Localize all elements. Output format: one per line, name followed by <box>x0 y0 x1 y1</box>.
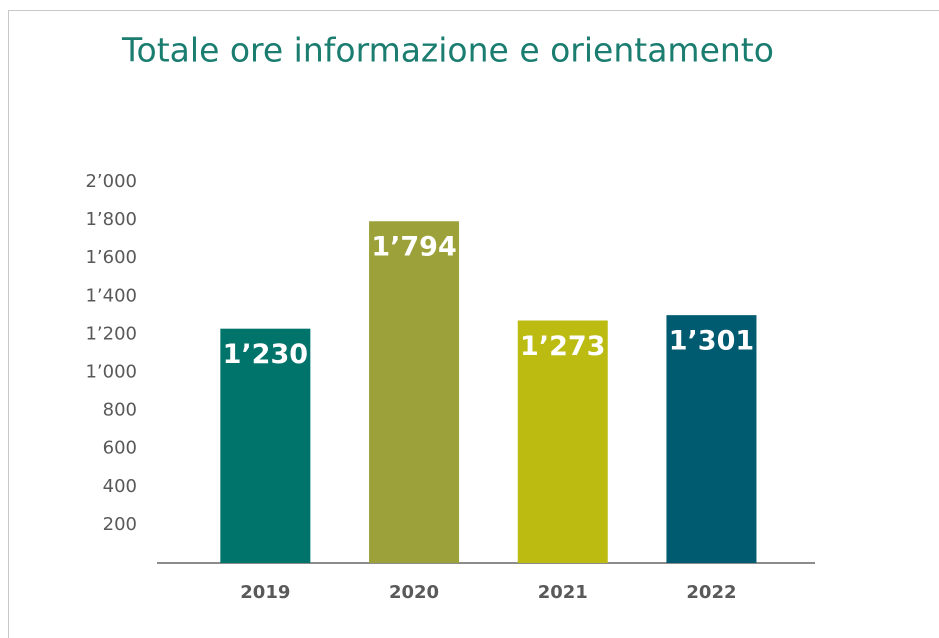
y-tick-label: 1’200 <box>85 323 137 344</box>
y-tick-label: 1’400 <box>85 285 137 306</box>
bar <box>517 320 608 563</box>
frame <box>8 10 939 638</box>
y-tick-label: 1’000 <box>85 362 137 383</box>
y-tick-label: 1’600 <box>85 247 137 268</box>
x-tick-label: 2021 <box>538 582 588 603</box>
y-tick-label: 1’800 <box>85 209 137 230</box>
bar <box>666 315 757 563</box>
x-tick-label: 2020 <box>389 582 439 603</box>
bar <box>220 328 311 563</box>
bar <box>369 221 460 564</box>
bar-value-label: 1’273 <box>520 331 605 362</box>
y-tick-label: 800 <box>103 400 137 421</box>
bar-value-label: 1’794 <box>371 232 456 263</box>
chart-title: Totale ore informazione e orientamento <box>121 31 774 70</box>
y-tick-label: 600 <box>103 438 137 459</box>
x-tick-label: 2022 <box>686 582 736 603</box>
bar-value-label: 1’301 <box>669 326 754 357</box>
y-tick-label: 400 <box>103 476 137 497</box>
x-tick-label: 2019 <box>240 582 290 603</box>
y-tick-label: 200 <box>103 514 137 535</box>
y-tick-label: 2’000 <box>85 171 137 192</box>
bar-value-label: 1’230 <box>223 339 308 370</box>
